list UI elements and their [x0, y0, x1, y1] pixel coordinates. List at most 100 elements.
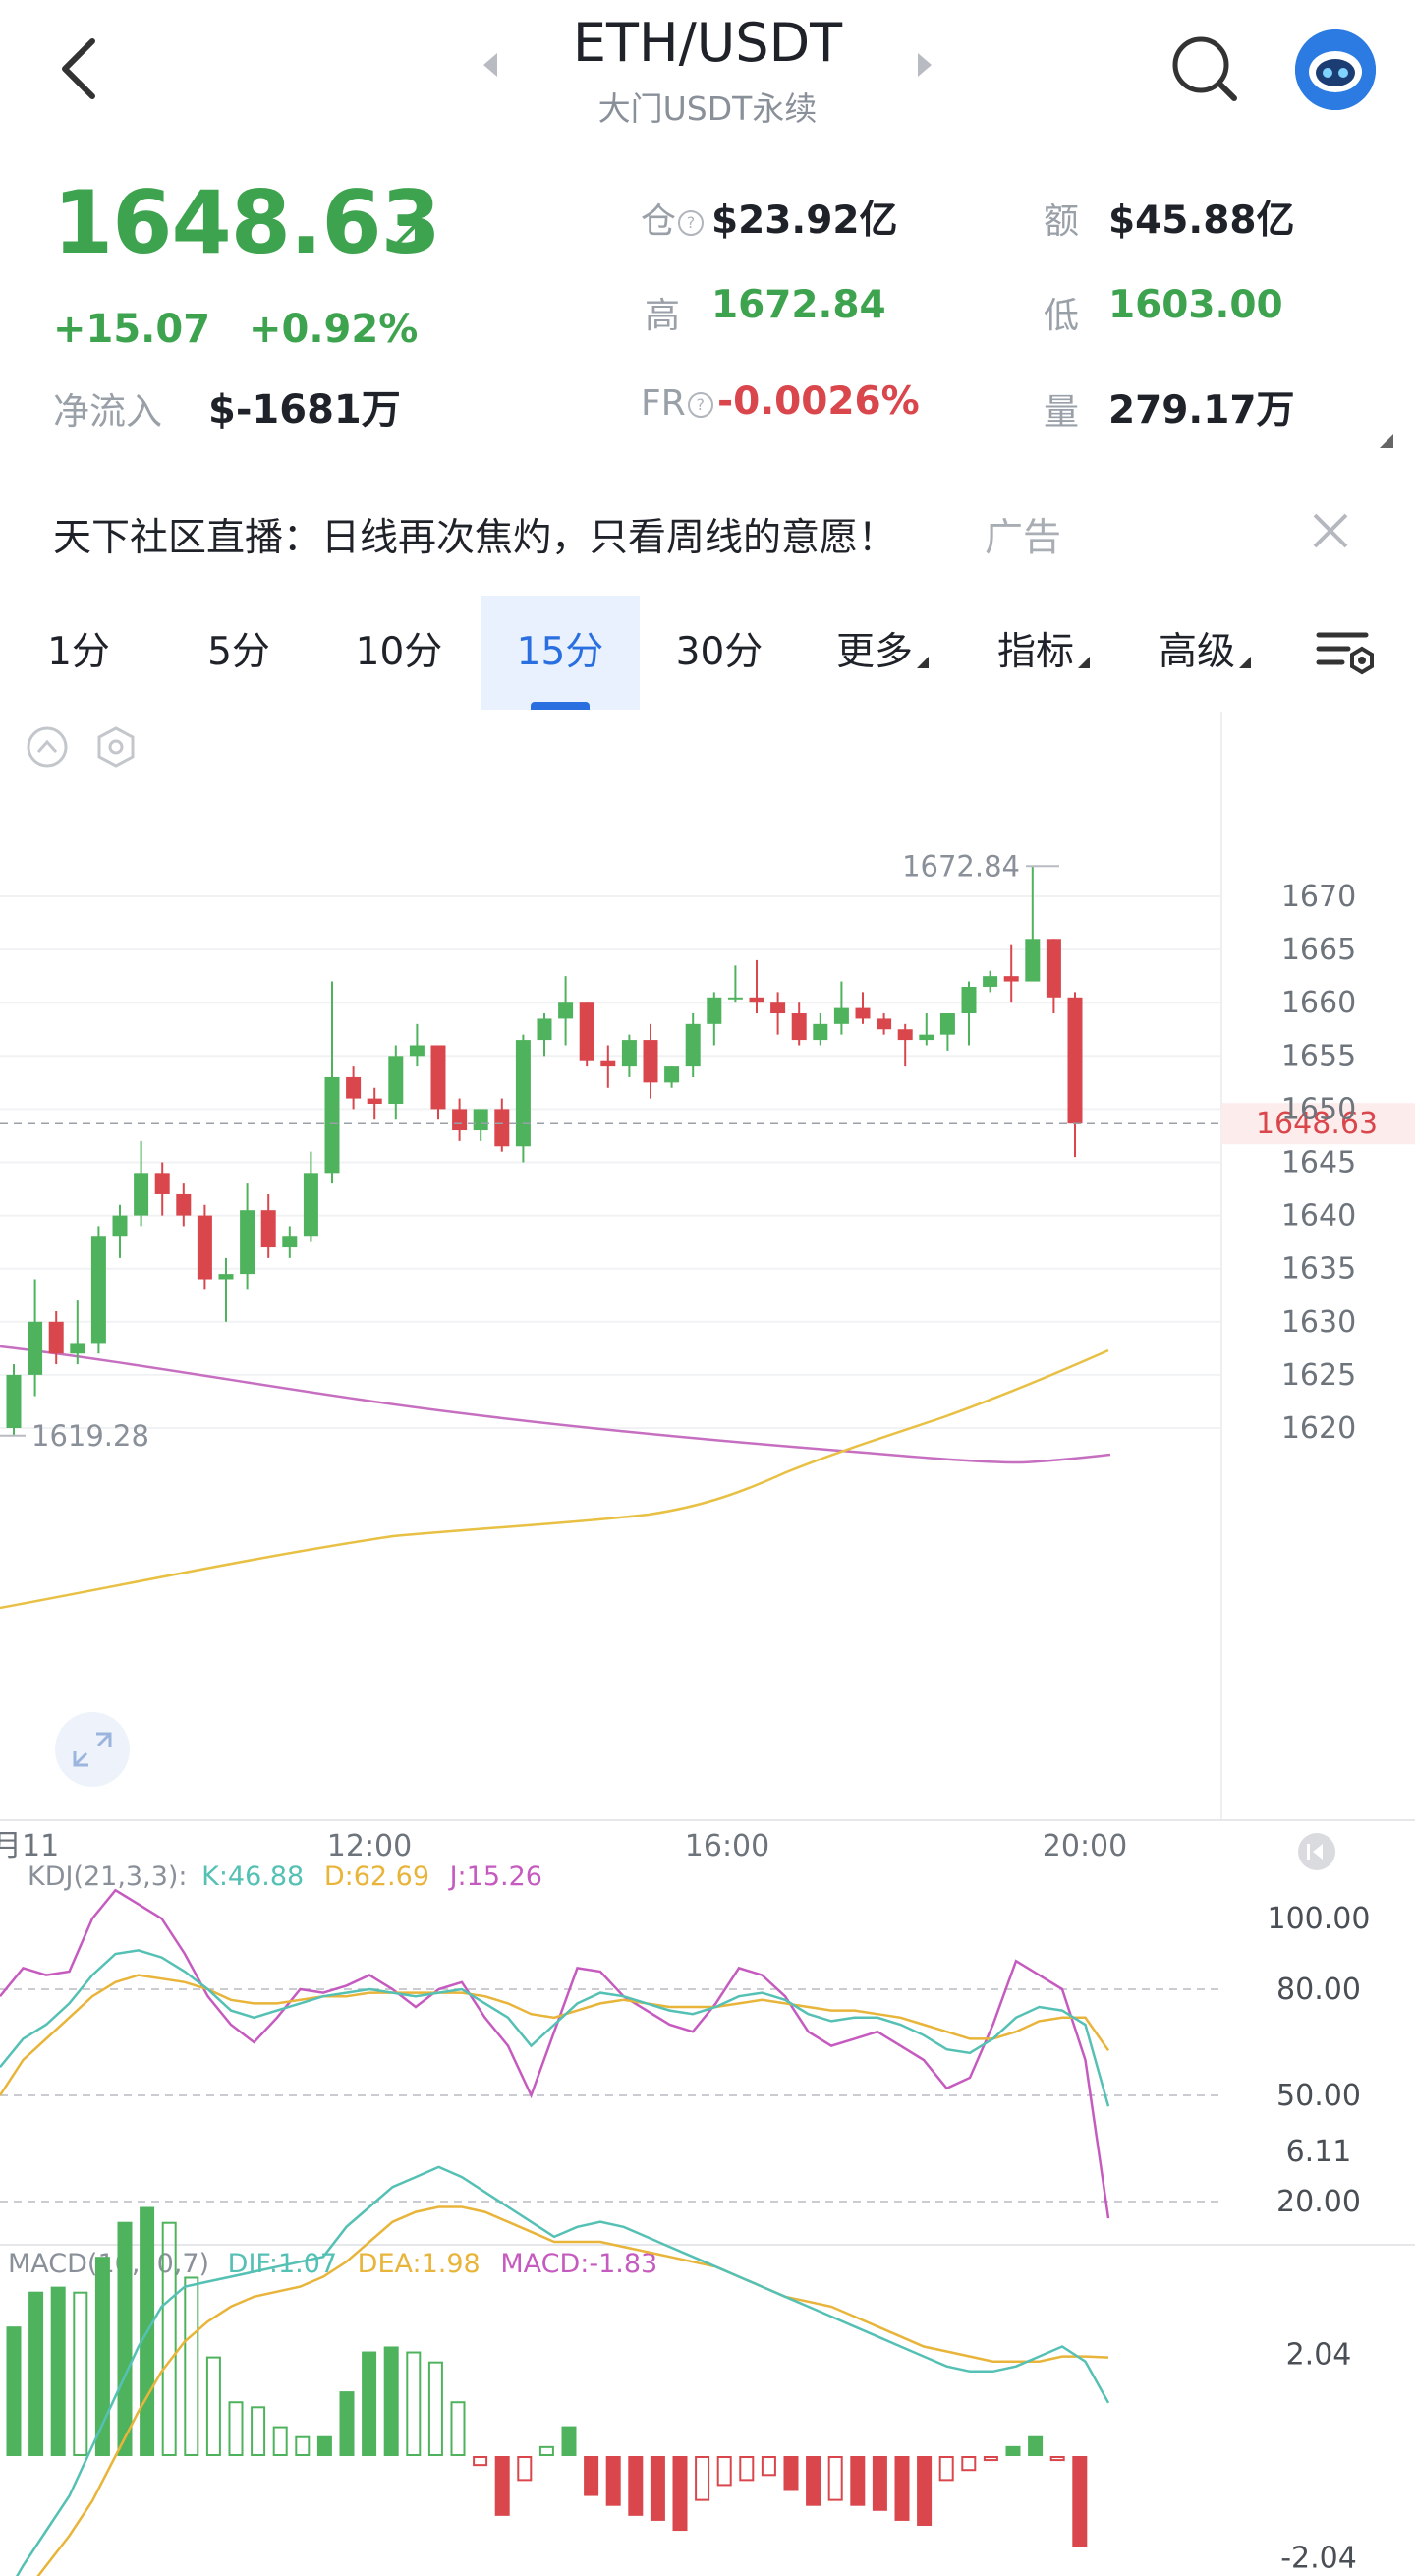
tab-15m[interactable]: 15分 [481, 596, 640, 710]
time-tick-label: 20:00 [1043, 1829, 1127, 1863]
candle [707, 992, 722, 1046]
close-banner-button[interactable] [1309, 509, 1352, 552]
macd-bar [605, 2456, 621, 2506]
macd-bar [228, 2401, 244, 2456]
back-button[interactable] [49, 29, 108, 108]
settings-list-icon [1316, 632, 1374, 675]
candle [813, 1013, 828, 1046]
macd-bar [650, 2456, 665, 2521]
announcement-text[interactable]: 天下社区直播：日线再次焦灼，只看周线的意愿！ [53, 516, 897, 560]
candle-body [430, 1045, 446, 1110]
candle-body [919, 1034, 934, 1041]
candle [791, 1002, 807, 1046]
kdj-j-value: J:15.26 [448, 1861, 542, 1892]
tab-advanced[interactable]: 高级 [1126, 596, 1283, 710]
candle-body [983, 976, 998, 987]
candle [664, 1066, 680, 1088]
chart-grid [0, 895, 1221, 1429]
candle-body [90, 1236, 106, 1344]
candle [6, 1364, 22, 1436]
kdj-lines [0, 1888, 1110, 2219]
candle [919, 1013, 934, 1046]
candle [579, 1002, 594, 1067]
candle-body [324, 1076, 340, 1174]
caret-right-icon [918, 53, 932, 77]
candle [621, 1034, 637, 1077]
candle [260, 1193, 276, 1258]
macd-bar [6, 2326, 22, 2456]
candle [303, 1151, 318, 1242]
candle [176, 1183, 192, 1227]
candle-body [303, 1173, 318, 1237]
kdj-tick-label: 100.00 [1268, 1902, 1371, 1936]
caret-left-icon [483, 53, 497, 77]
macd-bar [427, 2361, 443, 2457]
search-button[interactable] [1167, 31, 1242, 106]
dropdown-caret-icon [917, 657, 929, 668]
kline-chart[interactable]: 1648.63 1670 1665 1660 1655 1650 1645 1640 1635… [0, 712, 1415, 2576]
candle [855, 992, 871, 1024]
kdj-tick-label: 50.00 [1276, 2079, 1361, 2113]
tab-5m[interactable]: 5分 [160, 596, 317, 710]
macd-bar [339, 2391, 355, 2456]
macd-bar [406, 2351, 422, 2457]
moving-averages [0, 1345, 1111, 1610]
macd-bar [117, 2221, 133, 2456]
low-label: 低 [1044, 296, 1080, 336]
kdj-d-value: D:62.69 [324, 1861, 429, 1892]
page-title[interactable]: ETH/USDT [572, 12, 843, 74]
candle-body [134, 1173, 149, 1216]
macd-bar [761, 2456, 776, 2477]
price-tick-label: 1650 [1281, 1092, 1356, 1126]
macd-axis: 6.11 2.04 -2.04 [1280, 2135, 1357, 2575]
candle [537, 1013, 552, 1057]
price-tick-label: 1660 [1281, 986, 1356, 1020]
next-pair-button[interactable] [910, 45, 939, 85]
candle [1025, 866, 1041, 982]
candle [749, 959, 764, 1014]
tab-more[interactable]: 更多 [804, 596, 961, 710]
fullscreen-button[interactable] [55, 1712, 130, 1787]
macd-hist-value: MACD:-1.83 [500, 2249, 657, 2279]
open-interest-label[interactable]: 仓? [641, 193, 706, 244]
candle [685, 1013, 701, 1077]
prev-pair-button[interactable] [476, 45, 505, 85]
collapse-chart-button[interactable] [27, 726, 68, 768]
tab-label: 高级 [1158, 630, 1235, 674]
candle [324, 981, 340, 1184]
candle-body [494, 1109, 510, 1147]
chart-style-button[interactable] [97, 726, 135, 768]
macd-bar [295, 2435, 311, 2456]
macd-bar [73, 2291, 88, 2456]
assistant-avatar[interactable] [1295, 29, 1376, 110]
macd-bar [983, 2456, 998, 2462]
macd-bar [383, 2346, 399, 2456]
price-tick-label: 1665 [1281, 933, 1356, 967]
price-tick-label: 1670 [1281, 880, 1356, 914]
tab-10m[interactable]: 10分 [320, 596, 478, 710]
last-price-tag: 1648.63 [1256, 1107, 1378, 1141]
tab-1m[interactable]: 1分 [0, 596, 157, 710]
macd-dea-line [36, 2205, 1109, 2576]
chart-settings-button[interactable] [1315, 625, 1380, 680]
funding-rate-label[interactable]: FR? [641, 383, 715, 424]
macd-bar [827, 2456, 843, 2501]
candles [6, 866, 1083, 1436]
expand-stats-toggle[interactable] [1380, 434, 1393, 448]
candle-body [664, 1066, 680, 1083]
price-tick-label: 1620 [1281, 1411, 1356, 1446]
macd-dea-value: DEA:1.98 [358, 2249, 481, 2279]
tab-30m[interactable]: 30分 [641, 596, 798, 710]
active-tab-indicator [531, 702, 590, 710]
time-tick-label: 月11 [0, 1829, 59, 1863]
net-inflow-label: 净流入 [53, 390, 162, 432]
tab-indicators[interactable]: 指标 [965, 596, 1122, 710]
macd-bar [561, 2426, 577, 2456]
candle-body [643, 1040, 658, 1083]
volume-value: 279.17万 [1108, 388, 1295, 432]
macd-bar [28, 2291, 44, 2456]
candle-body [409, 1045, 424, 1057]
jump-latest-button[interactable] [1298, 1833, 1335, 1870]
candle [388, 1045, 404, 1120]
candle [600, 1045, 616, 1088]
